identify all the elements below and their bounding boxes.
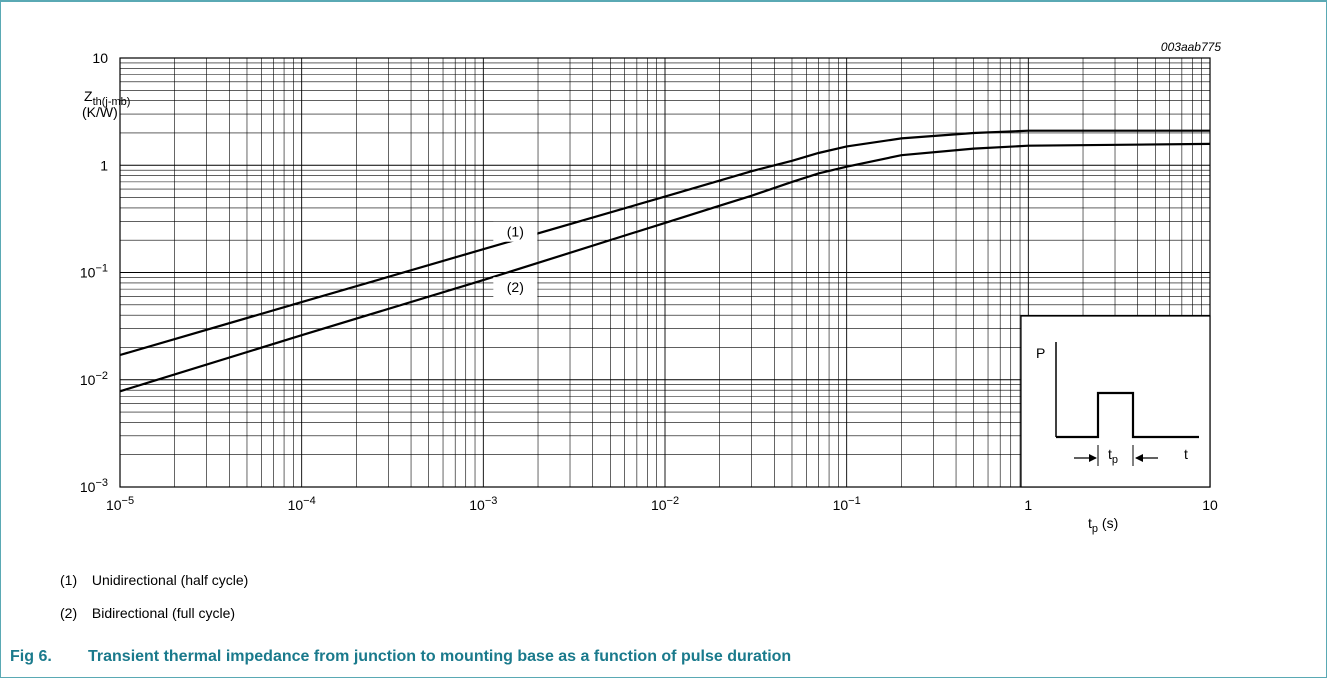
figure-code: 003aab775 (1160, 40, 1221, 54)
x-tick-label: 1 (1024, 497, 1032, 513)
inset-diagram: Pt tp (1020, 315, 1211, 488)
series (119, 129, 1211, 393)
legend-text: Bidirectional (full cycle) (91, 605, 236, 621)
x-tick-label: 10−1 (833, 495, 861, 513)
legend-number: (2) (60, 605, 78, 621)
x-tick-label: 10−4 (288, 495, 316, 513)
series-markers: (1) (2) (493, 221, 538, 298)
inset-pulse-label: tp (1108, 446, 1118, 466)
series-line-2 (119, 142, 1211, 393)
x-tick-label: 10−2 (651, 495, 679, 513)
legend-number: (1) (60, 572, 78, 588)
inset-arrowhead-right (1135, 454, 1143, 462)
series-marker-2: (2) (507, 279, 524, 295)
legend-text: Unidirectional (half cycle) (91, 572, 249, 588)
x-tick-label: 10−3 (469, 495, 497, 513)
series-marker-1: (1) (507, 224, 524, 240)
inset-pulse (1056, 391, 1199, 439)
inset-x-label: t (1184, 446, 1188, 462)
series-line-1 (119, 129, 1210, 357)
x-tick-label: 10−5 (106, 495, 134, 513)
inset-y-label: P (1036, 345, 1045, 361)
figure-caption: Fig 6. Transient thermal impedance from j… (10, 648, 791, 666)
y-tick-label: 10−1 (80, 263, 108, 281)
inset-arrowhead-left (1089, 454, 1097, 462)
y-axis-unit: (K/W) (82, 104, 118, 120)
legend-item-1: (1) Unidirectional (half cycle) (60, 572, 248, 588)
caption-text: Transient thermal impedance from junctio… (88, 648, 792, 665)
legend-item-2: (2) Bidirectional (full cycle) (60, 605, 235, 621)
x-tick-label: 10 (1202, 497, 1218, 513)
axis-ticks: 10−5 10−4 10−3 10−2 10−1 1 10 10−3 10−2 10−1 1 10 (80, 50, 1218, 513)
y-tick-label: 10−3 (80, 477, 108, 495)
y-tick-label: 10−2 (80, 370, 108, 388)
plot-border (119, 57, 1211, 488)
x-axis-label: tp (s) (1088, 515, 1119, 535)
inset-box (1020, 315, 1211, 488)
y-axis-label: Zth(j-mb) (84, 88, 131, 108)
series-marker-bg (493, 221, 538, 242)
figure-number: Fig 6. (10, 648, 52, 665)
y-tick-label: 1 (100, 157, 108, 173)
series-marker-bg (493, 277, 538, 298)
y-tick-label: 10 (92, 50, 108, 66)
